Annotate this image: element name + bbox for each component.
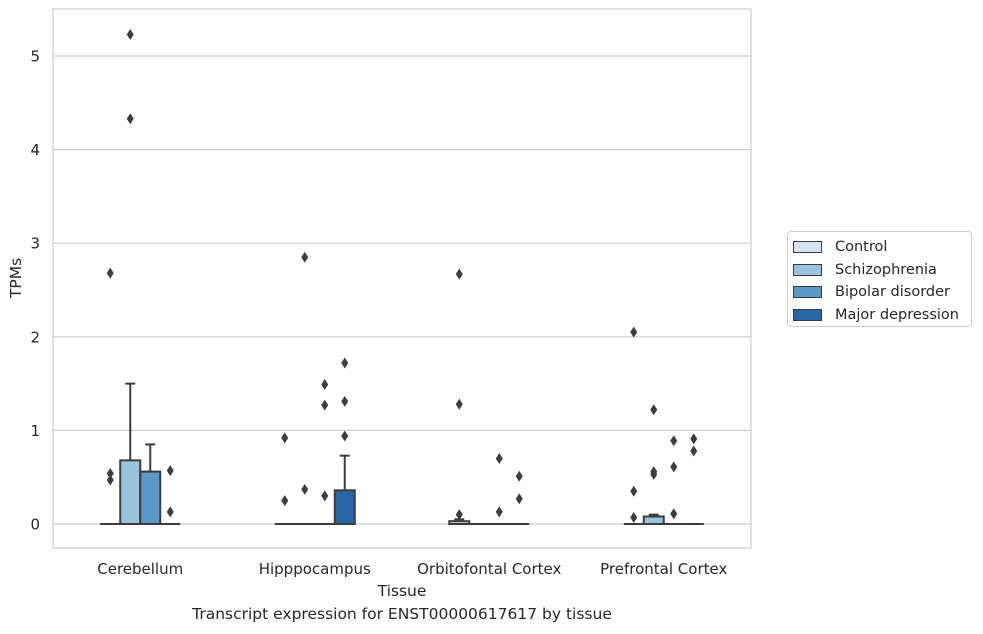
box (333, 489, 356, 525)
outlier-point (301, 251, 309, 263)
outlier-point (670, 508, 678, 520)
outlier-point (106, 267, 114, 279)
x-axis-label: Tissue (377, 582, 427, 600)
outlier-point (690, 445, 698, 457)
box (139, 470, 162, 526)
outlier-point (341, 430, 349, 442)
outlier-point (650, 404, 658, 416)
legend-label: Major depression (835, 306, 959, 323)
y-tick-label: 5 (30, 48, 40, 66)
legend-item: Schizophrenia (793, 259, 971, 282)
y-tick-label: 0 (30, 516, 40, 534)
legend-swatch (793, 241, 822, 254)
legend-label: Schizophrenia (835, 261, 937, 278)
x-tick-label: Orbitofontal Cortex (417, 560, 561, 578)
outlier-point (281, 495, 289, 507)
outlier-point (301, 483, 309, 495)
outlier-point (166, 465, 174, 477)
outlier-point (106, 474, 114, 486)
legend-label: Bipolar disorder (835, 284, 950, 301)
grid-lines (53, 55, 751, 525)
outlier-point (495, 452, 503, 464)
legend-item: Control (793, 236, 971, 259)
outlier-point (321, 490, 329, 502)
outlier-point (495, 506, 503, 518)
outlier-point (515, 493, 523, 505)
outlier-point (650, 466, 658, 478)
y-tick-label: 1 (30, 422, 40, 440)
outlier-point (630, 511, 638, 523)
x-tick-label: Cerebellum (97, 560, 183, 578)
outlier-point (126, 113, 134, 125)
outlier-point (455, 268, 463, 280)
outlier-point (630, 326, 638, 338)
outlier-point (515, 470, 523, 482)
outlier-point (455, 509, 463, 521)
box (119, 459, 142, 525)
legend-item: Bipolar disorder (793, 281, 971, 304)
y-axis-label: TPMs (7, 258, 25, 299)
outlier-point (281, 432, 289, 444)
outlier-point (670, 461, 678, 473)
outlier-point (341, 395, 349, 407)
box (642, 515, 665, 526)
box-marks (100, 28, 704, 526)
chart-caption: Transcript expression for ENST0000061761… (192, 605, 612, 623)
outlier-point (630, 485, 638, 497)
x-tick-labels: Cerebellum Hipppocampus Orbitofontal Corte… (97, 560, 727, 578)
y-tick-label: 4 (30, 141, 40, 159)
y-tick-label: 3 (30, 235, 40, 253)
legend-swatch (793, 308, 822, 321)
outlier-point (321, 399, 329, 411)
x-tick-label: Hipppocampus (259, 560, 371, 578)
outlier-point (166, 506, 174, 518)
legend-item: Major depression (793, 304, 971, 327)
outlier-point (126, 28, 134, 40)
outlier-point (321, 379, 329, 391)
legend-swatch (793, 263, 822, 276)
legend-label: Control (835, 239, 888, 256)
outlier-point (690, 433, 698, 445)
outlier-point (455, 398, 463, 410)
y-tick-labels: 0 1 2 3 4 5 (30, 48, 40, 534)
plot-frame (52, 8, 752, 549)
legend-swatch (793, 286, 822, 299)
x-tick-label: Prefrontal Cortex (600, 560, 727, 578)
outlier-point (106, 467, 114, 479)
outlier-point (670, 435, 678, 447)
outlier-point (341, 357, 349, 369)
y-tick-label: 2 (30, 328, 40, 346)
legend: Control Schizophrenia Bipolar disorder Majo… (787, 231, 972, 327)
